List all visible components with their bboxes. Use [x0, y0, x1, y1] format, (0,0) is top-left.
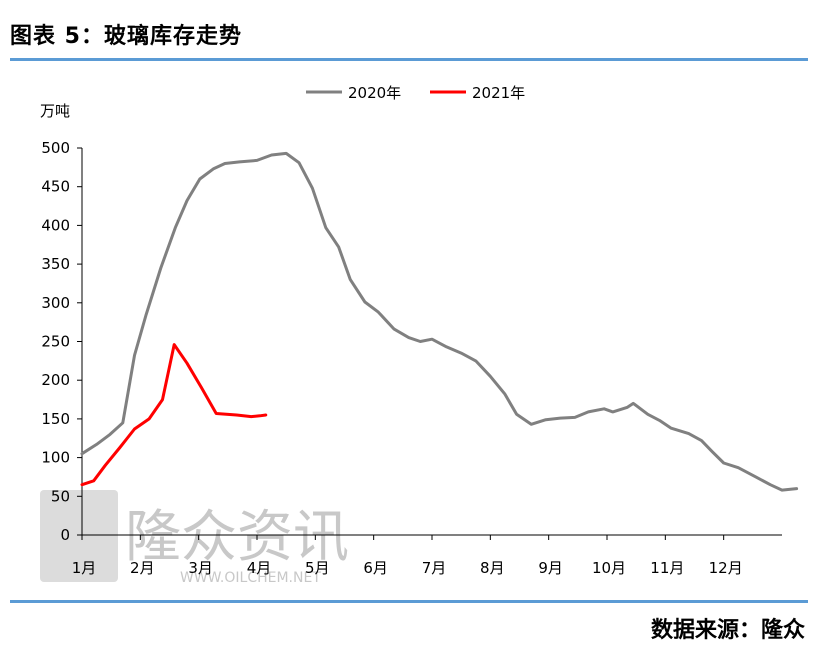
x-tick-label: 12月: [709, 559, 743, 577]
y-tick-label: 150: [41, 410, 70, 428]
series-line-2020: [80, 151, 799, 492]
x-tick-label: 2月: [130, 559, 155, 577]
y-axis: 0 50 100 150 200 250 300 350 400 450 500: [41, 139, 83, 544]
watermark: 隆众资讯 WWW.OILCHEM.NET: [40, 490, 349, 586]
chart-title: 图表 5：玻璃库存走势: [10, 24, 242, 49]
series-layer: [80, 151, 799, 492]
y-tick-label: 300: [41, 294, 70, 312]
y-tick-label: 0: [60, 526, 70, 544]
y-tick-label: 400: [41, 216, 70, 234]
x-axis: 1月 2月 3月 4月 5月 6月 7月 8月 9月 10月 11月 12月: [72, 534, 782, 577]
legend-label-2020: 2020年: [348, 84, 401, 102]
y-tick-label: 450: [41, 178, 70, 196]
x-tick-label: 10月: [592, 559, 626, 577]
y-tick-label: 500: [41, 139, 70, 157]
series-line-2021: [80, 343, 268, 487]
inventory-line-chart: 隆众资讯 WWW.OILCHEM.NET 2020年 2021年 万吨 0 50 1…: [40, 84, 799, 586]
y-tick-label: 200: [41, 371, 70, 389]
y-tick-label: 50: [51, 487, 70, 505]
x-tick-label: 6月: [363, 559, 388, 577]
x-tick-label: 4月: [247, 559, 272, 577]
y-axis-unit: 万吨: [40, 102, 70, 120]
x-tick-label: 11月: [650, 559, 684, 577]
x-tick-label: 1月: [72, 559, 97, 577]
x-tick-label: 3月: [188, 559, 213, 577]
y-tick-label: 250: [41, 333, 70, 351]
x-tick-label: 9月: [538, 559, 563, 577]
legend-label-2021: 2021年: [472, 84, 525, 102]
x-tick-label: 5月: [305, 559, 330, 577]
legend: 2020年 2021年: [306, 84, 525, 102]
watermark-logo: [40, 490, 118, 582]
y-tick-label: 350: [41, 255, 70, 273]
watermark-brand: 隆众资讯: [125, 505, 349, 570]
bottom-divider: [10, 600, 808, 603]
y-tick-label: 100: [41, 449, 70, 467]
x-tick-label: 7月: [422, 559, 447, 577]
x-tick-label: 8月: [480, 559, 505, 577]
data-source: 数据来源：隆众: [650, 618, 805, 643]
top-divider: [10, 58, 808, 61]
watermark-url: WWW.OILCHEM.NET: [180, 570, 321, 586]
